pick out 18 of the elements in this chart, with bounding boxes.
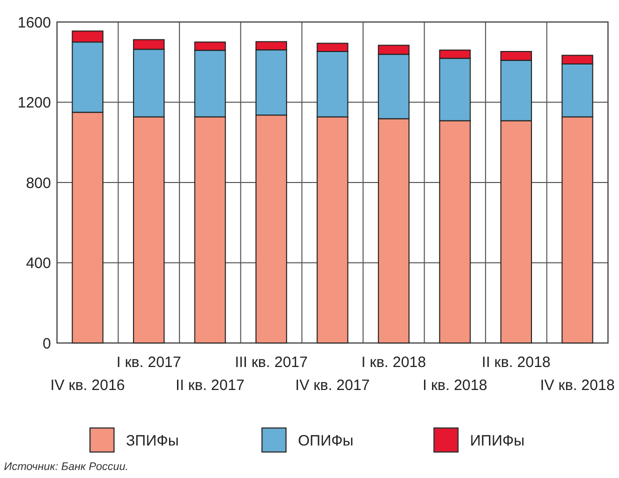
legend-label: ЗПИФы <box>126 432 179 450</box>
x-tick-label: IV кв. 2018 <box>540 377 615 394</box>
x-tick-label: I кв. 2018 <box>422 377 488 394</box>
y-tick-label: 800 <box>26 174 51 192</box>
x-tick-label: IV кв. 2016 <box>50 377 125 394</box>
y-tick-label: 400 <box>26 255 51 272</box>
x-tick-label: II кв. 2017 <box>176 377 244 394</box>
y-tick-label: 1200 <box>18 94 51 112</box>
text: Источник: Банк России. <box>4 461 128 473</box>
x-tick-label: II кв. 2018 <box>482 354 551 371</box>
y-tick-label: 1600 <box>18 14 51 32</box>
x-tick-label: I кв. 2017 <box>116 354 182 371</box>
x-tick-label: III кв. 2017 <box>234 354 308 371</box>
legend-label: ИПИФы <box>470 432 525 450</box>
x-tick-label: IV кв. 2017 <box>295 377 370 394</box>
x-tick-label: I кв. 2018 <box>361 354 426 371</box>
legend-label: ОПИФы <box>298 432 354 450</box>
y-tick-label: 0 <box>42 335 51 352</box>
